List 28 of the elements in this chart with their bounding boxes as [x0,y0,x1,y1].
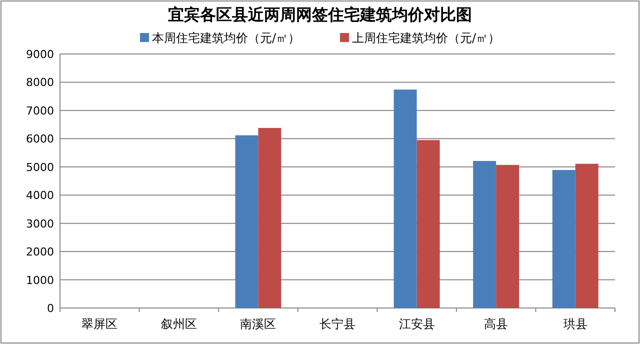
bar [575,164,598,308]
bar [552,170,576,308]
y-tick-label: 9000 [26,48,54,61]
bar [473,160,496,308]
x-tick-label: 高县 [484,317,508,331]
chart-title: 宜宾各区县近两周网签住宅建筑均价对比图 [168,5,472,24]
x-tick-label: 叙州区 [160,317,197,331]
x-tick-label: 江安县 [398,317,435,331]
bar [235,135,258,308]
x-tick-label: 翠屏区 [82,317,118,331]
bar [416,140,440,308]
y-tick-label: 5000 [26,160,54,174]
y-tick-label: 8000 [26,76,54,90]
x-tick-label: 长宁县 [320,317,356,331]
y-tick-label: 1000 [26,274,54,287]
y-tick-label: 7000 [26,104,54,118]
y-tick-label: 0 [47,302,54,315]
x-tick-label: 南溪区 [240,317,276,331]
bar [394,90,417,308]
legend-label: 本周住宅建筑均价（元/㎡） [152,31,300,45]
bar [496,164,520,308]
x-tick-label: 珙县 [563,317,588,331]
y-tick-label: 4000 [26,189,54,202]
y-tick-label: 6000 [26,132,54,146]
legend-label: 上周住宅建筑均价（元/㎡） [352,31,500,45]
bar [258,128,282,308]
y-tick-label: 2000 [26,246,54,259]
y-tick-label: 3000 [26,217,54,230]
